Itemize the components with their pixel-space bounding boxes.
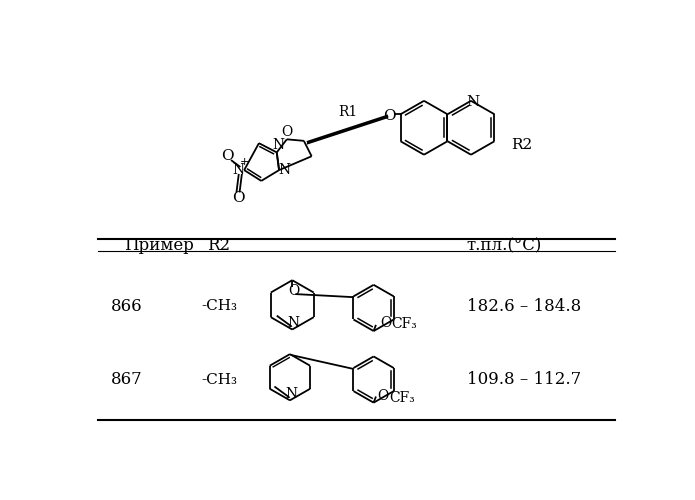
Text: O: O xyxy=(221,149,234,163)
Text: O: O xyxy=(231,191,245,205)
Text: N: N xyxy=(279,163,291,177)
Text: CF₃: CF₃ xyxy=(389,391,415,405)
Text: O: O xyxy=(288,284,300,298)
Text: -CH₃: -CH₃ xyxy=(202,300,238,314)
Text: R1: R1 xyxy=(338,106,358,120)
Text: 867: 867 xyxy=(111,371,143,388)
Text: O: O xyxy=(384,109,396,123)
Text: N: N xyxy=(466,96,479,110)
Text: N: N xyxy=(288,316,300,330)
Text: -CH₃: -CH₃ xyxy=(202,372,238,386)
Text: R2: R2 xyxy=(207,237,230,254)
Text: O: O xyxy=(380,316,391,330)
Text: N: N xyxy=(233,163,245,177)
Text: O: O xyxy=(281,126,293,140)
Text: т.пл.(°C): т.пл.(°C) xyxy=(466,237,542,254)
Text: O: O xyxy=(377,390,389,404)
Text: +: + xyxy=(240,158,249,168)
Text: 182.6 – 184.8: 182.6 – 184.8 xyxy=(466,298,581,315)
Text: N: N xyxy=(286,387,297,401)
Text: 866: 866 xyxy=(111,298,143,315)
Text: CF₃: CF₃ xyxy=(391,317,417,331)
Text: N: N xyxy=(272,138,284,152)
Text: Пример: Пример xyxy=(124,237,194,254)
Text: 109.8 – 112.7: 109.8 – 112.7 xyxy=(466,371,581,388)
Text: R2: R2 xyxy=(512,138,533,152)
